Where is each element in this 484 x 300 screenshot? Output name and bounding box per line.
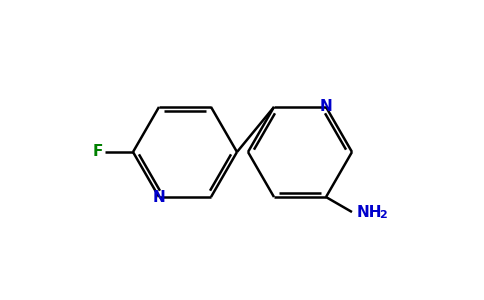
Text: N: N bbox=[319, 100, 333, 115]
Text: N: N bbox=[152, 190, 166, 205]
Text: NH: NH bbox=[357, 205, 382, 220]
Text: 2: 2 bbox=[379, 210, 387, 220]
Text: F: F bbox=[93, 145, 103, 160]
